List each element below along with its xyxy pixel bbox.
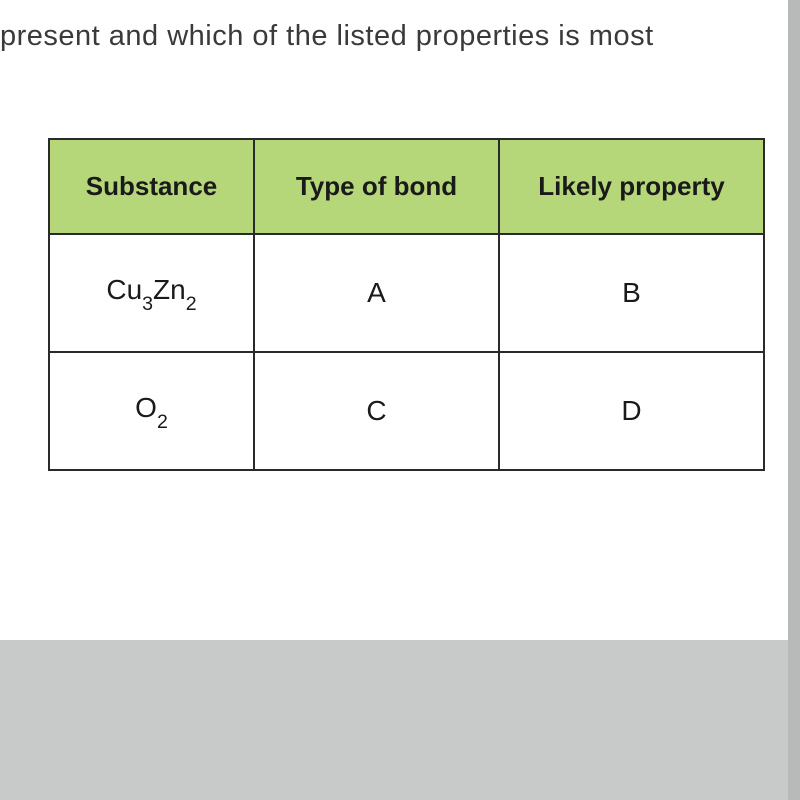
bond-table: Substance Type of bond Likely property C… (48, 138, 765, 471)
cell-bond-2: C (254, 352, 499, 470)
header-property: Likely property (499, 139, 764, 234)
header-substance: Substance (49, 139, 254, 234)
cell-property-2: D (499, 352, 764, 470)
table-row: Cu3Zn2 A B (49, 234, 764, 352)
header-bond-type: Type of bond (254, 139, 499, 234)
formula-part: Zn (153, 274, 186, 305)
table-row: O2 C D (49, 352, 764, 470)
formula-subscript: 2 (186, 293, 197, 315)
cell-bond-1: A (254, 234, 499, 352)
content-panel: present and which of the listed properti… (0, 0, 788, 640)
cell-substance-1: Cu3Zn2 (49, 234, 254, 352)
table-wrapper: Substance Type of bond Likely property C… (48, 138, 788, 471)
formula-subscript: 2 (157, 411, 168, 433)
table-header-row: Substance Type of bond Likely property (49, 139, 764, 234)
question-text: present and which of the listed properti… (0, 20, 788, 53)
cell-property-1: B (499, 234, 764, 352)
cell-substance-2: O2 (49, 352, 254, 470)
formula-part: O (135, 392, 157, 423)
formula-part: Cu (106, 274, 142, 305)
right-edge-shadow (788, 0, 800, 800)
formula-subscript: 3 (142, 293, 153, 315)
